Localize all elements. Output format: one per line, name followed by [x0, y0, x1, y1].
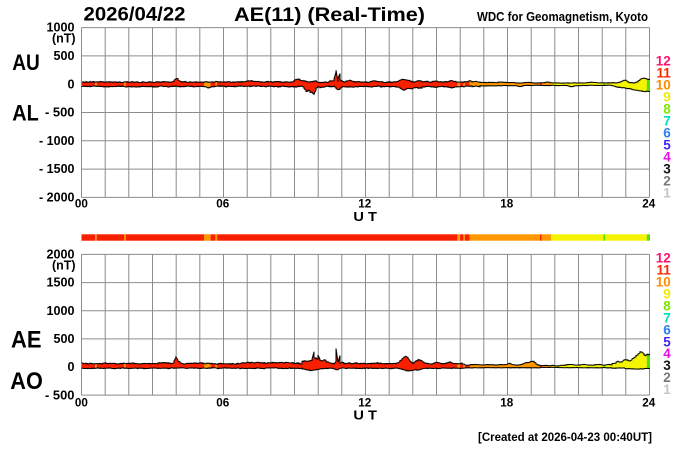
svg-text:00: 00	[75, 396, 89, 409]
svg-text:24: 24	[642, 396, 656, 409]
svg-text:AO: AO	[10, 368, 43, 395]
svg-text:12: 12	[656, 54, 671, 69]
svg-text:- 1500: - 1500	[39, 162, 75, 176]
svg-text:10: 10	[656, 275, 671, 290]
svg-text:4: 4	[663, 150, 671, 165]
svg-text:[Created at 2026-04-23 00:40UT: [Created at 2026-04-23 00:40UT]	[478, 432, 652, 444]
svg-text:5: 5	[663, 138, 671, 153]
svg-text:- 2000: - 2000	[39, 191, 75, 205]
svg-text:1: 1	[663, 186, 671, 201]
svg-text:2000: 2000	[47, 248, 75, 262]
svg-text:(nT): (nT)	[52, 32, 76, 46]
svg-text:0: 0	[68, 360, 75, 374]
svg-text:U T: U T	[353, 209, 377, 224]
svg-text:10: 10	[656, 78, 671, 93]
svg-text:2026/04/22: 2026/04/22	[84, 5, 186, 26]
svg-text:3: 3	[663, 162, 671, 177]
svg-text:8: 8	[663, 102, 671, 117]
svg-text:- 500: - 500	[45, 388, 75, 402]
svg-text:8: 8	[663, 298, 671, 313]
svg-text:11: 11	[657, 66, 672, 81]
svg-text:6: 6	[663, 322, 671, 337]
svg-text:18: 18	[500, 396, 514, 409]
svg-text:1500: 1500	[47, 276, 75, 290]
svg-text:- 500: - 500	[45, 106, 75, 120]
svg-text:500: 500	[54, 332, 75, 346]
svg-text:1000: 1000	[47, 304, 75, 318]
svg-text:00: 00	[75, 198, 89, 211]
svg-text:AE(11) (Real-Time): AE(11) (Real-Time)	[234, 5, 425, 26]
svg-text:AL: AL	[12, 100, 39, 125]
svg-text:9: 9	[663, 90, 671, 105]
svg-text:7: 7	[663, 310, 671, 325]
svg-text:4: 4	[663, 346, 671, 361]
svg-text:24: 24	[642, 198, 656, 211]
svg-text:6: 6	[663, 126, 671, 141]
svg-text:500: 500	[54, 49, 75, 63]
svg-text:2: 2	[663, 370, 671, 385]
svg-text:11: 11	[657, 263, 672, 278]
svg-text:06: 06	[216, 198, 230, 211]
svg-text:2: 2	[663, 174, 671, 189]
svg-text:5: 5	[663, 334, 671, 349]
svg-text:- 1000: - 1000	[39, 134, 75, 148]
svg-text:U T: U T	[353, 408, 377, 423]
svg-text:12: 12	[358, 396, 372, 409]
svg-text:(nT): (nT)	[52, 258, 76, 272]
svg-text:3: 3	[663, 358, 671, 373]
svg-text:18: 18	[500, 198, 514, 211]
svg-text:0: 0	[68, 77, 75, 91]
svg-text:9: 9	[663, 286, 671, 301]
svg-text:06: 06	[216, 396, 230, 409]
svg-text:AE: AE	[11, 327, 42, 354]
svg-text:WDC for Geomagnetism, Kyoto: WDC for Geomagnetism, Kyoto	[477, 9, 648, 24]
svg-text:1: 1	[663, 382, 671, 397]
svg-text:7: 7	[663, 114, 671, 129]
svg-text:AU: AU	[12, 50, 40, 75]
svg-text:12: 12	[656, 251, 671, 266]
svg-text:1000: 1000	[47, 21, 75, 35]
svg-text:12: 12	[358, 198, 372, 211]
